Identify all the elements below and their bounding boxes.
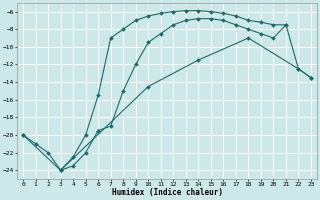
X-axis label: Humidex (Indice chaleur): Humidex (Indice chaleur) bbox=[111, 188, 222, 197]
